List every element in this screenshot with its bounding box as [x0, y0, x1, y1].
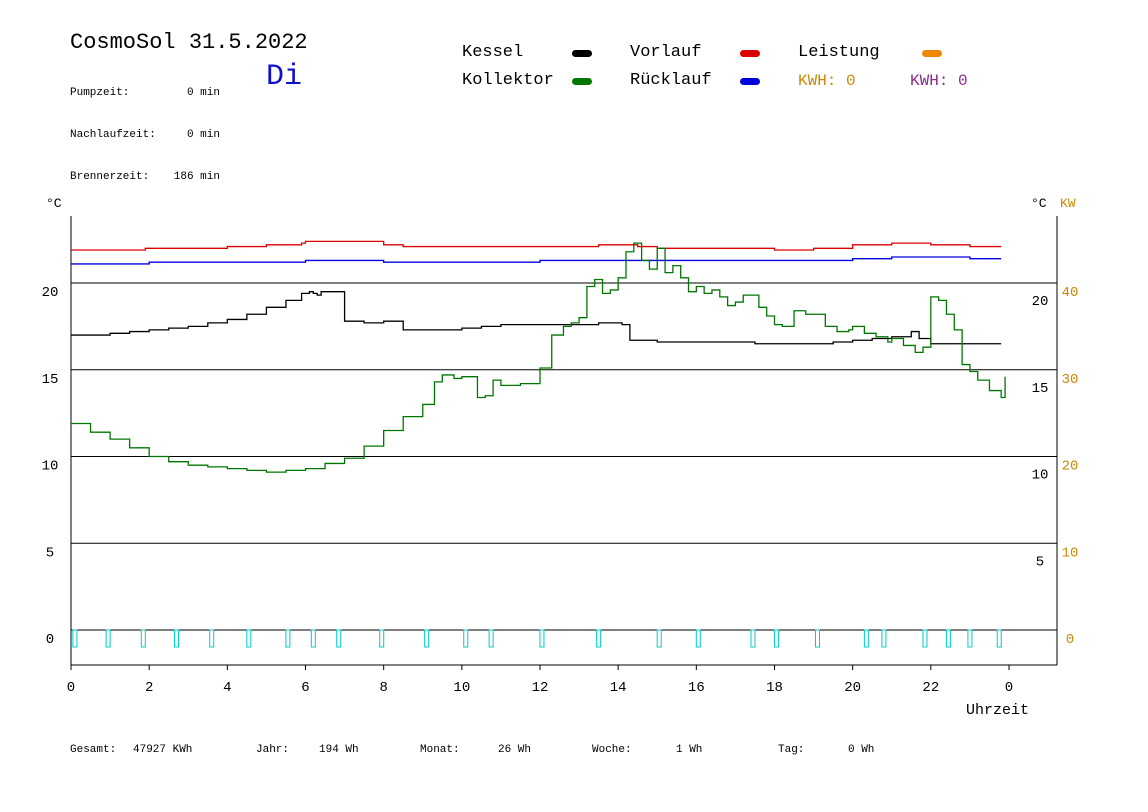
y-right-unit: °C — [1031, 196, 1047, 211]
pump-pulse — [488, 629, 494, 648]
y-right-tick-label: 20 — [1032, 294, 1049, 310]
pump-pulse — [72, 629, 78, 648]
legend-kollektor-swatch — [572, 78, 592, 85]
y-left-tick-label: 5 — [46, 545, 54, 561]
legend-leistung-swatch — [922, 50, 942, 57]
footer-jahr-label: Jahr: — [256, 744, 290, 756]
x-tick-label: 0 — [67, 680, 75, 696]
footer-gesamt-label: Gesamt: — [70, 744, 117, 756]
footer-monat-value: 26 Wh — [498, 744, 532, 756]
pump-pulse — [596, 629, 602, 648]
legend-kwh-second: KWH: 0 — [910, 72, 968, 90]
pump-pulse — [945, 629, 951, 648]
y-right-tick-label: 15 — [1032, 381, 1049, 397]
y-left-tick-label: 20 — [42, 285, 59, 301]
series-line-ruecklauf — [71, 256, 1002, 265]
temperature-chart: 0 2 4 6 8 10 12 14 16 18 20 22 0 0 5 10 15 20 5 10 15 20 0 10 20… — [42, 196, 1079, 719]
y-right-tick-label: 10 — [1032, 468, 1049, 484]
weekday-label: Di — [266, 60, 303, 94]
y-kw-tick-label: 40 — [1062, 285, 1079, 301]
footer-jahr-value: 194 Wh — [319, 744, 359, 756]
x-axis-title: Uhrzeit — [966, 702, 1029, 719]
x-tick-label: 4 — [223, 680, 231, 696]
legend-leistung-label: Leistung — [798, 43, 880, 62]
legend-kessel-swatch — [572, 50, 592, 57]
x-tick-label: 6 — [301, 680, 309, 696]
series-line-kollektor — [71, 242, 1006, 473]
legend-ruecklauf-swatch — [740, 78, 760, 85]
footer-monat-label: Monat: — [420, 744, 460, 756]
stat-value-nachlaufzeit: 0 min — [186, 129, 220, 141]
pump-pulse — [209, 629, 215, 648]
pump-pulse — [140, 629, 146, 648]
x-tick-label: 22 — [922, 680, 939, 696]
series-line-kessel — [71, 291, 1002, 345]
y-kw-tick-label: 0 — [1066, 632, 1074, 648]
stats-block: Pumpzeit: 0 min Nachlaufzeit: 0 min Brenne… — [70, 58, 220, 198]
pump-pulse — [996, 629, 1002, 648]
x-tick-label: 18 — [766, 680, 783, 696]
x-tick-label: 14 — [610, 680, 627, 696]
x-tick-label: 12 — [532, 680, 549, 696]
pump-pulse — [750, 629, 756, 648]
legend-ruecklauf-label: Rücklauf — [630, 71, 712, 90]
footer-woche-label: Woche: — [592, 744, 632, 756]
pump-pulse — [310, 629, 316, 648]
x-tick-label: 16 — [688, 680, 705, 696]
pump-pulse — [424, 629, 430, 648]
y-left-tick-label: 15 — [42, 372, 59, 388]
pump-pulse — [922, 629, 928, 648]
y-left-tick-label: 0 — [46, 632, 54, 648]
legend-kwh-leistung: KWH: 0 — [798, 72, 856, 90]
pump-pulse — [881, 629, 887, 648]
footer-tag-label: Tag: — [778, 744, 805, 756]
stat-label-nachlaufzeit: Nachlaufzeit: — [70, 129, 156, 141]
pump-pulse — [656, 629, 662, 648]
y-kw-unit: KW — [1060, 196, 1076, 211]
y-kw-tick-label: 30 — [1062, 372, 1079, 388]
x-tick-label: 0 — [1005, 680, 1013, 696]
footer-gesamt-value: 47927 KWh — [133, 744, 193, 756]
x-tick-label: 2 — [145, 680, 153, 696]
pump-pulse — [695, 629, 701, 648]
pump-pulse — [246, 629, 252, 648]
footer-tag-value: 0 Wh — [848, 744, 875, 756]
y-left-tick-label: 10 — [42, 459, 59, 475]
stat-label-pumpzeit: Pumpzeit: — [70, 87, 130, 99]
pump-pulse — [967, 629, 973, 648]
legend-vorlauf-swatch — [740, 50, 760, 57]
x-tick-label: 8 — [379, 680, 387, 696]
pump-pulse — [539, 629, 545, 648]
y-kw-tick-label: 20 — [1062, 459, 1079, 475]
y-right-tick-label: 5 — [1036, 554, 1044, 570]
footer-woche-value: 1 Wh — [676, 744, 703, 756]
chart-title: CosmoSol 31.5.2022 — [70, 30, 308, 55]
legend-kollektor-label: Kollektor — [462, 71, 554, 90]
pump-pulse — [336, 629, 342, 648]
stat-value-brennerzeit: 186 min — [173, 171, 220, 183]
stat-value-pumpzeit: 0 min — [186, 87, 220, 99]
y-left-unit: °C — [46, 196, 62, 211]
legend-vorlauf-label: Vorlauf — [630, 43, 702, 62]
x-tick-label: 20 — [844, 680, 861, 696]
pump-pulse — [463, 629, 469, 648]
legend-kessel-label: Kessel — [462, 43, 524, 62]
pump-pulse — [863, 629, 869, 648]
x-tick-label: 10 — [453, 680, 470, 696]
pump-pulse — [285, 629, 291, 648]
series-line-vorlauf — [71, 240, 1002, 251]
y-kw-tick-label: 10 — [1062, 545, 1079, 561]
pump-pulse — [105, 629, 111, 648]
pump-pulse — [379, 629, 385, 648]
pump-pulse — [773, 629, 779, 648]
pump-pulse — [814, 629, 820, 648]
pump-pulse — [174, 629, 180, 648]
stat-label-brennerzeit: Brennerzeit: — [70, 171, 150, 183]
